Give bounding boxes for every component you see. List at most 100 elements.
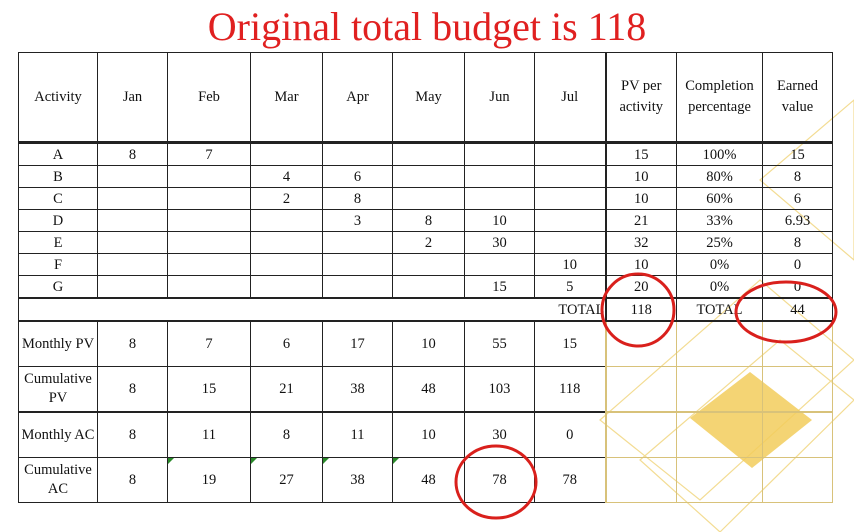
- month-value: 3: [322, 209, 393, 232]
- empty-cell: [604, 320, 677, 367]
- summary-value: 11: [167, 411, 251, 458]
- summary-value: 19: [167, 457, 251, 503]
- month-value: [392, 253, 465, 276]
- month-value: [167, 231, 251, 254]
- summary-value: 103: [464, 366, 535, 413]
- summary-label: Cumulative PV: [18, 366, 98, 413]
- summary-value: 55: [464, 320, 535, 367]
- header-cell: Jun: [464, 52, 535, 143]
- month-value: 5: [534, 275, 606, 299]
- header-cell: Earned value: [762, 52, 833, 143]
- pv-per-activity: 32: [604, 231, 677, 254]
- month-value: [250, 209, 323, 232]
- month-value: [534, 143, 606, 166]
- month-value: [250, 231, 323, 254]
- activity-row: B 4 6 10 80% 8: [18, 165, 833, 188]
- month-value: 2: [250, 187, 323, 210]
- slide-title: Original total budget is 118: [207, 4, 647, 49]
- header-cell: Mar: [250, 52, 323, 143]
- empty-cell: [604, 366, 677, 413]
- summary-row: Cumulative AC 8 19 27 38 48 78 78: [18, 457, 833, 503]
- completion-percentage: 100%: [676, 143, 763, 166]
- empty-cell: [676, 366, 763, 413]
- pv-per-activity: 10: [604, 253, 677, 276]
- earned-value: 8: [762, 165, 833, 188]
- summary-label: Monthly AC: [18, 411, 98, 458]
- earned-value: 8: [762, 231, 833, 254]
- summary-value: 8: [97, 320, 168, 367]
- earned-value: 15: [762, 143, 833, 166]
- activity-name: C: [18, 187, 98, 210]
- summary-value: 27: [250, 457, 323, 503]
- month-value: [167, 253, 251, 276]
- month-value: [167, 165, 251, 188]
- month-value: [250, 143, 323, 166]
- summary-value: 48: [392, 457, 465, 503]
- month-value: [464, 187, 535, 210]
- pv-per-activity: 20: [604, 275, 677, 299]
- activity-name: F: [18, 253, 98, 276]
- month-value: [97, 231, 168, 254]
- month-value: [250, 253, 323, 276]
- month-value: 10: [534, 253, 606, 276]
- empty-cell: [676, 457, 763, 503]
- activity-name: G: [18, 275, 98, 299]
- header-cell: Jul: [534, 52, 606, 143]
- pv-per-activity: 10: [604, 165, 677, 188]
- month-value: [250, 275, 323, 299]
- completion-percentage: 0%: [676, 253, 763, 276]
- total-label-pv: TOTAL: [18, 297, 606, 322]
- summary-row: Monthly AC 8 11 8 11 10 30 0: [18, 411, 833, 458]
- summary-value: 8: [97, 366, 168, 413]
- header-cell: Feb: [167, 52, 251, 143]
- activity-name: E: [18, 231, 98, 254]
- month-value: [392, 275, 465, 299]
- header-cell: Activity: [18, 52, 98, 143]
- summary-row: Cumulative PV 8 15 21 38 48 103 118: [18, 366, 833, 413]
- completion-percentage: 25%: [676, 231, 763, 254]
- empty-cell: [676, 411, 763, 458]
- month-value: [97, 187, 168, 210]
- month-value: [97, 275, 168, 299]
- header-row: Activity Jan Feb Mar Apr May Jun Jul PV …: [18, 52, 833, 143]
- pv-per-activity: 21: [604, 209, 677, 232]
- month-value: 10: [464, 209, 535, 232]
- empty-cell: [762, 411, 833, 458]
- month-value: [534, 187, 606, 210]
- earned-value: 0: [762, 253, 833, 276]
- month-value: [167, 275, 251, 299]
- month-value: 8: [322, 187, 393, 210]
- month-value: [97, 253, 168, 276]
- summary-value: 8: [97, 457, 168, 503]
- month-value: 4: [250, 165, 323, 188]
- pv-per-activity: 10: [604, 187, 677, 210]
- summary-rows: Monthly PV 8 7 6 17 10 55 15 Cumulative PV 8 15 21 3…: [18, 320, 833, 503]
- summary-value: 118: [534, 366, 606, 413]
- total-pv: 118: [604, 297, 677, 322]
- summary-value: 10: [392, 320, 465, 367]
- month-value: [322, 143, 393, 166]
- completion-percentage: 60%: [676, 187, 763, 210]
- month-value: [392, 143, 465, 166]
- month-value: 8: [97, 143, 168, 166]
- month-value: [167, 187, 251, 210]
- activity-rows: A 8 7 15 100% 15 B 4 6 10 80% 8 C 2 8 10 60% 6 D 3 8 10 21 33% 6…: [18, 143, 833, 299]
- pv-per-activity: 15: [604, 143, 677, 166]
- summary-value: 48: [392, 366, 465, 413]
- summary-value: 38: [322, 366, 393, 413]
- month-value: [322, 275, 393, 299]
- completion-percentage: 33%: [676, 209, 763, 232]
- month-value: 7: [167, 143, 251, 166]
- month-value: 6: [322, 165, 393, 188]
- earned-value: 6: [762, 187, 833, 210]
- header-cell: PV per activity: [604, 52, 677, 143]
- month-value: [167, 209, 251, 232]
- summary-value: 78: [534, 457, 606, 503]
- month-value: [322, 253, 393, 276]
- header-cell: Completion percentage: [676, 52, 763, 143]
- summary-value: 30: [464, 411, 535, 458]
- activity-row: A 8 7 15 100% 15: [18, 143, 833, 166]
- summary-value: 17: [322, 320, 393, 367]
- summary-row: Monthly PV 8 7 6 17 10 55 15: [18, 320, 833, 367]
- summary-value: 15: [534, 320, 606, 367]
